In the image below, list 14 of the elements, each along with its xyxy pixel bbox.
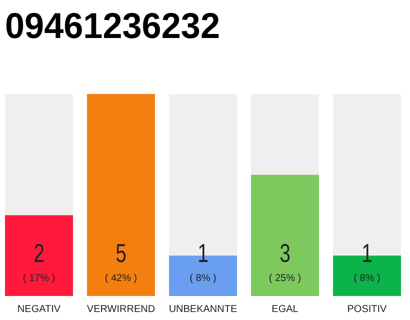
annotation: ( 17% ) xyxy=(22,273,56,284)
annotation: ( 8% ) xyxy=(354,273,380,284)
x-tick-label: UNBEKANNTE xyxy=(168,304,238,315)
annotation: ( 42% ) xyxy=(104,273,138,284)
data-label: 5 xyxy=(116,238,126,268)
x-tick-label: VERWIRREND xyxy=(86,304,156,315)
x-tick-label: EGAL xyxy=(272,304,299,315)
x-tick-label: NEGATIV xyxy=(17,304,61,315)
chart-title: 09461236232 xyxy=(5,5,226,46)
data-label: 3 xyxy=(280,238,290,268)
data-label: 2 xyxy=(34,238,44,268)
x-tick-label: POSITIV xyxy=(347,304,388,315)
annotation: ( 25% ) xyxy=(268,273,302,284)
annotation: ( 8% ) xyxy=(190,273,216,284)
